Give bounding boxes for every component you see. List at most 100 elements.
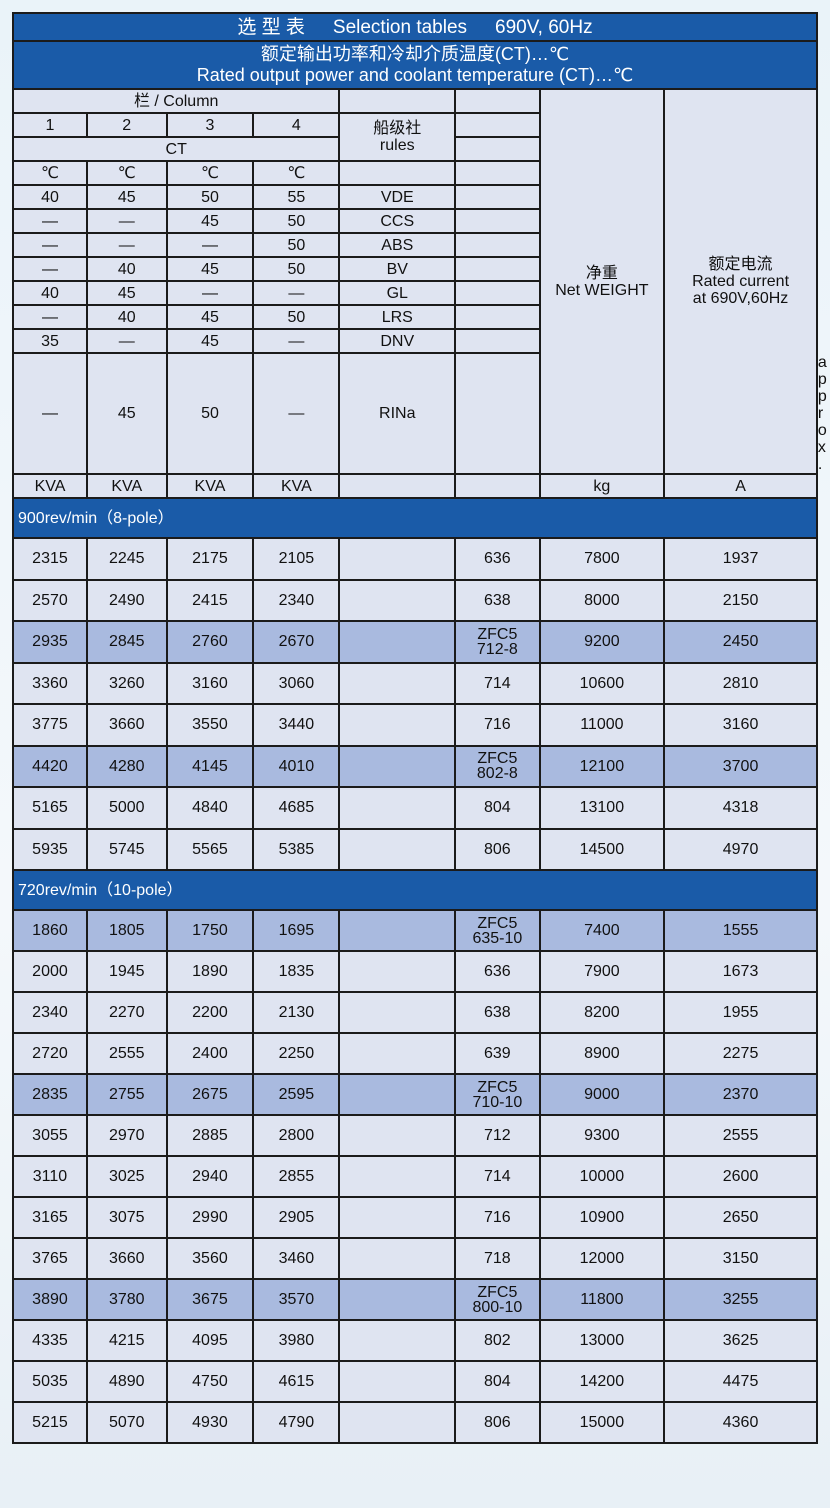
blank-cell [454,352,541,475]
rated-current: 3150 [663,1237,818,1280]
section-row: 900rev/min（8-pole） [12,497,818,539]
rule-name: DNV [338,328,457,354]
power-kva: 4145 [165,744,255,788]
table-row: 5215 5070 4930 4790 806 15000 4360 [12,1401,818,1444]
model-cell: ZFC5 635-10 [454,909,541,952]
unit-kva: KVA [12,473,88,499]
blank-cell [338,1073,457,1116]
unit-kva: KVA [85,473,168,499]
model-cell: 806 [454,827,541,871]
rule-name: LRS [338,304,457,330]
power-kva: 2000 [12,950,88,993]
table-row: 2935 2845 2760 2670 ZFC5 712-8 9200 2450 [12,620,818,664]
rated-current: 4318 [663,786,818,830]
ct-value: — [252,352,341,475]
ct-value: — [12,232,88,258]
model-size: 710-10 [472,1093,523,1111]
model-cell: 716 [454,703,541,747]
power-kva: 2675 [165,1073,255,1116]
net-weight: 9200 [538,620,666,664]
power-kva: 5215 [12,1401,88,1444]
power-kva: 2105 [252,537,341,581]
power-kva: 4790 [252,1401,341,1444]
rated-current: 4970 [663,827,818,871]
rated-current: 2555 [663,1114,818,1157]
ct-value: — [12,208,88,234]
model-cell: 716 [454,1196,541,1239]
power-kva: 1695 [252,909,341,952]
rules-header: 船级社 rules [338,112,457,162]
power-kva: 2940 [165,1155,255,1198]
power-kva: 2340 [252,578,341,622]
rule-row: —45 50— RINa approx. [12,352,827,475]
power-kva: 2570 [12,578,88,622]
rule-name: ABS [338,232,457,258]
table-row: 3055 2970 2885 2800 712 9300 2555 [12,1114,818,1157]
unit-kg: kg [538,473,666,499]
power-kva: 3160 [165,661,255,705]
net-weight: 12000 [538,1237,666,1280]
rated-current: 4475 [663,1360,818,1403]
power-kva: 2175 [165,537,255,581]
net-weight: 13000 [538,1319,666,1362]
model-cell: 806 [454,1401,541,1444]
rule-row: —40 45 50 BV [12,256,817,282]
ct-value: 50 [165,352,255,475]
ct-value: 40 [85,256,168,282]
unit-row: KVA KVA KVA KVA kg A [12,473,818,499]
table-row: 2315 2245 2175 2105 636 7800 1937 [12,537,818,581]
power-kva: 2800 [252,1114,341,1157]
ct-value: 55 [252,184,341,210]
title-cn: 选 型 表 [237,16,305,38]
rated-current: 2650 [663,1196,818,1239]
degree-unit: ℃ [12,160,88,186]
power-kva: 1890 [165,950,255,993]
power-kva: 4685 [252,786,341,830]
subtitle-cn: 额定输出功率和冷却介质温度(CT)…℃ [260,44,570,64]
section-row: 720rev/min（10-pole） [12,869,818,911]
ct-value: — [12,352,88,475]
section-header: 900rev/min（8-pole） [12,497,818,539]
power-kva: 2245 [85,537,168,581]
ct-value: 40 [12,184,88,210]
rated-current: 3255 [663,1278,818,1321]
power-kva: 3550 [165,703,255,747]
table-row: 3360 3260 3160 3060 714 10600 2810 [12,661,818,705]
power-kva: 2400 [165,1032,255,1075]
ct-value: 45 [165,328,255,354]
model-cell: 636 [454,537,541,581]
rated-current: 2370 [663,1073,818,1116]
unit-a: A [663,473,818,499]
ct-label: CT [11,136,341,162]
section-header: 720rev/min（10-pole） [12,869,818,911]
rated-current: 1673 [663,950,818,993]
blank-cell [454,256,541,282]
model-size: 635-10 [472,929,523,947]
power-kva: 3560 [165,1237,255,1280]
current-en: Rated current [692,273,790,290]
subtitle-en: Rated output power and coolant temperatu… [196,65,634,85]
power-kva: 1945 [85,950,168,993]
net-weight: 12100 [538,744,666,788]
power-kva: 2415 [165,578,255,622]
ct-value: — [165,280,255,306]
table-row: 3110 3025 2940 2855 714 10000 2600 [12,1155,818,1198]
rule-name: GL [338,280,457,306]
current-cn: 额定电流 [708,256,773,273]
table-row: 4335 4215 4095 3980 802 13000 3625 [12,1319,818,1362]
model-cell: 638 [454,991,541,1034]
power-kva: 1835 [252,950,341,993]
power-kva: 3460 [252,1237,341,1280]
power-kva: 1860 [12,909,88,952]
blank-cell [338,1114,457,1157]
power-kva: 3890 [12,1278,88,1321]
blank-cell [338,909,457,952]
table-subtitle: 额定输出功率和冷却介质温度(CT)…℃ Rated output power an… [12,40,818,90]
table-row: 2720 2555 2400 2250 639 8900 2275 [12,1032,818,1075]
ct-value: 35 [12,328,88,354]
rule-row: 40 45 50 55 VDE [12,184,817,210]
ct-value: 50 [252,256,341,282]
blank-cell [338,1155,457,1198]
power-kva: 3775 [12,703,88,747]
blank-cell [338,950,457,993]
